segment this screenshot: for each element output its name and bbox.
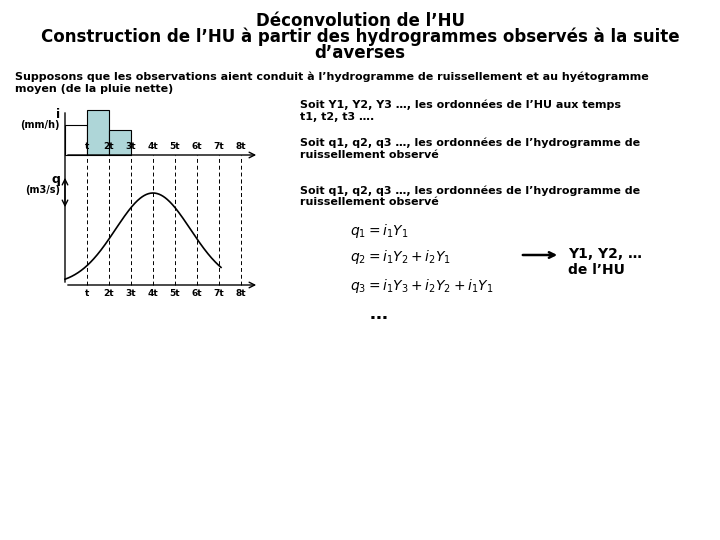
Text: 4t: 4t (148, 289, 158, 298)
Text: $q_3 =i_1Y_3 + i_2Y_2 + i_1Y_1$: $q_3 =i_1Y_3 + i_2Y_2 + i_1Y_1$ (350, 277, 494, 295)
Text: 5t: 5t (170, 142, 180, 151)
Bar (65, 125, 87, 155)
Text: t: t (85, 142, 89, 151)
Text: Supposons que les observations aient conduit à l’hydrogramme de ruissellement et: Supposons que les observations aient con… (15, 72, 649, 94)
Text: q: q (51, 173, 60, 186)
Text: i: i (56, 108, 60, 121)
Text: 4t: 4t (148, 142, 158, 151)
Text: 5t: 5t (170, 289, 180, 298)
Text: Déconvolution de l’HU: Déconvolution de l’HU (256, 12, 464, 30)
Text: 2t: 2t (104, 289, 114, 298)
Text: Soit Y1, Y2, Y3 …, les ordonnées de l’HU aux temps
t1, t2, t3 ….: Soit Y1, Y2, Y3 …, les ordonnées de l’HU… (300, 100, 621, 122)
Text: 2t: 2t (104, 142, 114, 151)
Text: (mm/h): (mm/h) (20, 120, 60, 130)
Text: Y1, Y2, …
de l’HU: Y1, Y2, … de l’HU (568, 247, 642, 277)
Text: 7t: 7t (214, 142, 225, 151)
Text: 8t: 8t (235, 289, 246, 298)
Text: t: t (85, 289, 89, 298)
Text: d’averses: d’averses (315, 44, 405, 62)
Text: Construction de l’HU à partir des hydrogrammes observés à la suite: Construction de l’HU à partir des hydrog… (41, 28, 679, 46)
Text: $q_2 =i_1Y_2 + i_2Y_1$: $q_2 =i_1Y_2 + i_2Y_1$ (350, 248, 451, 266)
Bar (87, 110, 109, 155)
Text: $q_1 =i_1Y_1$: $q_1 =i_1Y_1$ (350, 222, 408, 240)
Bar (109, 130, 131, 155)
Text: 3t: 3t (126, 289, 136, 298)
Text: 3t: 3t (126, 142, 136, 151)
Text: 8t: 8t (235, 142, 246, 151)
Text: …: … (370, 305, 388, 323)
Text: Soit q1, q2, q3 …, les ordonnées de l’hydrogramme de
ruissellement observé: Soit q1, q2, q3 …, les ordonnées de l’hy… (300, 138, 640, 160)
Text: (m3/s): (m3/s) (25, 185, 60, 195)
Text: 6t: 6t (192, 142, 202, 151)
Text: 7t: 7t (214, 289, 225, 298)
Text: Soit q1, q2, q3 …, les ordonnées de l’hydrogramme de
ruissellement observé: Soit q1, q2, q3 …, les ordonnées de l’hy… (300, 185, 640, 207)
Text: 6t: 6t (192, 289, 202, 298)
